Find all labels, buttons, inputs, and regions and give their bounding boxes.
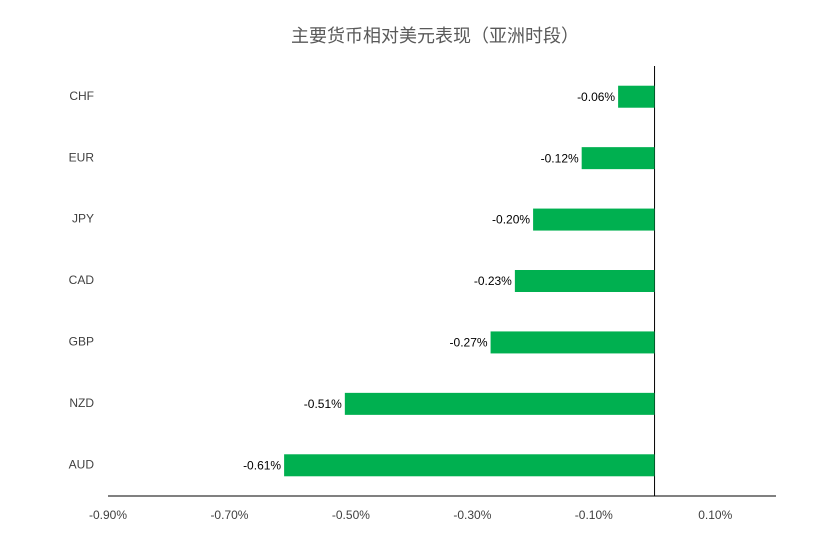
y-tick-label: NZD — [69, 396, 94, 410]
data-label: -0.20% — [492, 213, 530, 227]
data-label: -0.51% — [304, 397, 342, 411]
data-label: -0.12% — [541, 151, 579, 165]
y-tick-label: EUR — [69, 150, 95, 164]
bar — [490, 331, 655, 354]
y-tick-label: AUD — [69, 457, 95, 471]
data-label: -0.23% — [474, 274, 512, 288]
bar — [514, 270, 655, 292]
data-label: -0.06% — [577, 90, 615, 104]
x-tick-label: -0.30% — [453, 508, 491, 522]
x-tick-label: -0.70% — [210, 508, 248, 522]
data-label: -0.27% — [450, 336, 488, 350]
bar — [344, 392, 655, 415]
x-tick-label: -0.50% — [332, 508, 370, 522]
y-tick-label: JPY — [72, 212, 94, 226]
data-label: -0.61% — [243, 458, 281, 472]
x-tick-label: -0.90% — [89, 508, 127, 522]
x-tick-label: -0.10% — [575, 508, 613, 522]
chart-title: 主要货币相对美元表现（亚洲时段） — [291, 26, 579, 46]
y-tick-label: CAD — [69, 273, 95, 287]
bar — [533, 208, 655, 231]
bar — [581, 147, 655, 170]
x-tick-label: 0.10% — [698, 508, 732, 522]
bar — [284, 454, 655, 477]
bar — [618, 85, 655, 108]
y-tick-label: GBP — [69, 335, 94, 349]
y-tick-label: CHF — [69, 89, 94, 103]
